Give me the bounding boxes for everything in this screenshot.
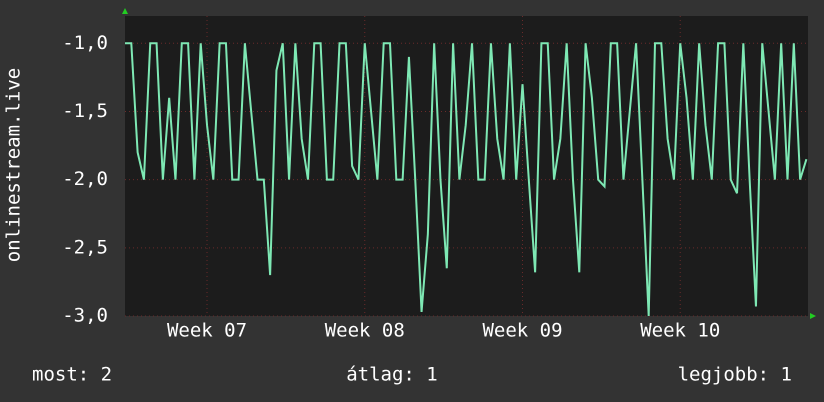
y-axis-label: onlinestream.live <box>3 68 25 262</box>
y-tick-label: -2,5 <box>62 236 108 258</box>
x-tick-label: Week 08 <box>325 320 405 342</box>
footer-stat: átlag: 1 <box>346 364 438 386</box>
footer-stat: legjobb: 1 <box>678 364 792 386</box>
y-tick-label: -2,0 <box>62 168 108 190</box>
y-tick-label: -1,0 <box>62 32 108 54</box>
x-tick-label: Week 10 <box>640 320 720 342</box>
x-tick-label: Week 09 <box>482 320 562 342</box>
axis-arrow <box>810 313 816 319</box>
axis-arrow <box>122 8 128 14</box>
y-tick-label: -3,0 <box>62 305 108 327</box>
data-line <box>125 42 808 317</box>
x-tick-label: Week 07 <box>167 320 247 342</box>
y-tick-label: -1,5 <box>62 100 108 122</box>
footer-stat: most: 2 <box>32 364 112 386</box>
